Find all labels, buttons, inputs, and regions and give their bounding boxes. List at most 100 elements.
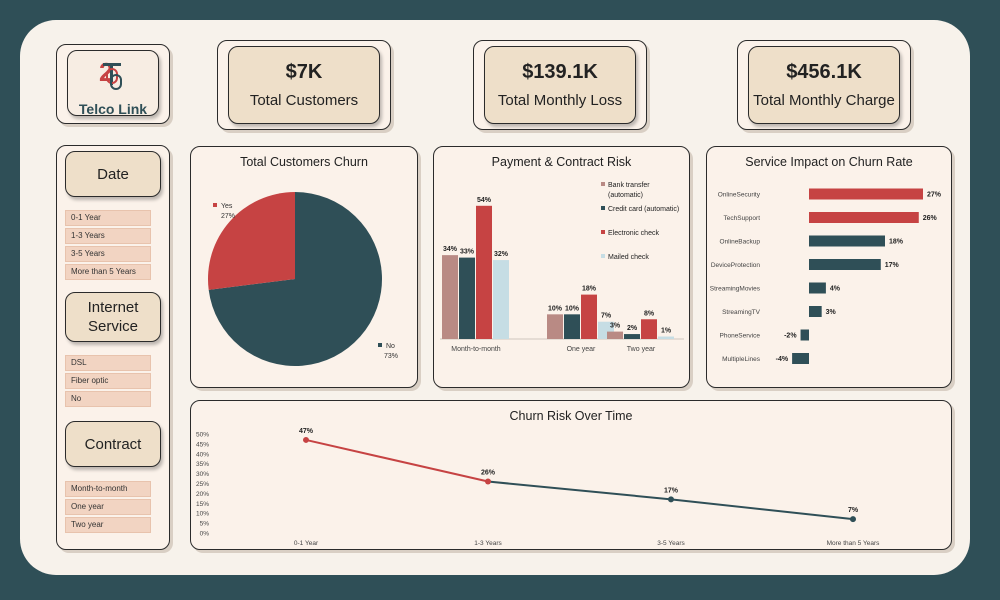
y-tick-label: 35% [196,461,209,468]
bar-data-label: 54% [477,197,492,204]
bar-2-1 [624,334,640,339]
date-option-3-5-years[interactable]: 3-5 Years [65,246,151,262]
y-tick-label: 5% [200,521,210,528]
line-segment-1 [487,480,672,501]
x-tick-label: More than 5 Years [827,540,881,547]
legend-swatch-1 [601,206,605,210]
hbar-data-label: -4% [776,356,789,363]
y-tick-label: 0% [200,531,210,538]
y-tick-label: PhoneService [720,333,761,340]
line-data-label: 47% [299,428,314,435]
kpi-label: Total Monthly Loss [497,92,623,109]
internet-option-no[interactable]: No [65,391,151,407]
hbar-0 [809,188,923,200]
line-data-label: 17% [664,487,679,494]
bar-data-label: 1% [661,328,672,335]
x-tick-label: 1-3 Years [474,540,502,547]
bar-data-label: 3% [610,323,621,330]
payment-contract-panel: Payment & Contract Risk 34% 33% 54% 32% Mont… [433,146,690,388]
bar-data-label: 32% [494,251,509,258]
line-point-2 [668,496,674,503]
bar-data-label: 18% [582,286,597,293]
bar-2-0 [607,331,623,339]
contract-option-two-year[interactable]: Two year [65,517,151,533]
x-tick-label: One year [567,346,596,353]
x-tick-label: 3-5 Years [657,540,685,547]
legend-label: Mailed check [608,254,649,261]
y-tick-label: StreamingTV [722,309,761,316]
hbar-7 [792,353,809,364]
y-tick-label: 10% [196,511,209,518]
pie-slice-no [208,192,382,366]
hbar-1 [809,212,919,223]
bar-0-0 [442,255,458,339]
kpi-value: $139.1K [522,61,598,83]
legend-label: Electronic check [608,230,659,237]
hbar-data-label: 18% [889,239,904,246]
x-tick-label: 0-1 Year [294,540,319,547]
date-filter-header: Date [65,151,161,197]
kpi-inner: $456.1K Total Monthly Charge [748,46,900,124]
line-segment-2 [670,498,854,521]
internet-service-title-line2: Service [87,318,139,335]
internet-option-dsl[interactable]: DSL [65,355,151,371]
bar-data-label: 34% [443,246,458,253]
legend-swatch-yes [213,203,217,207]
bar-1-0 [547,314,563,339]
line-point-1 [485,478,491,485]
kpi-card-monthly-charge: $456.1K Total Monthly Charge [737,40,911,130]
legend-swatch-0 [601,182,605,186]
hbar-data-label: -2% [784,333,797,340]
bar-data-label: 33% [460,249,475,256]
legend-label: Bank transfer [608,182,650,189]
y-tick-label: 40% [196,451,209,458]
kpi-label: Total Customers [249,92,359,109]
chart-title: Payment & Contract Risk [491,155,632,169]
y-tick-label: 20% [196,491,209,498]
bar-data-label: 7% [601,313,612,320]
chart-title: Churn Risk Over Time [509,409,633,423]
hbar-4 [809,282,826,294]
bar-0-1 [459,257,475,339]
hbar-data-label: 26% [923,215,938,222]
internet-option-fiber-optic[interactable]: Fiber optic [65,373,151,389]
churn-risk-over-time-panel: Churn Risk Over Time 0% 5% 10% 15% 20% 25% 30%… [190,400,952,550]
contract-option-month-to-month[interactable]: Month-to-month [65,481,151,497]
legend-label: Credit card (automatic) [608,206,679,213]
service-impact-panel: Service Impact on Churn Rate OnlineSecur… [706,146,952,388]
line-point-3 [850,516,856,523]
y-tick-label: StreamingMovies [710,286,761,293]
kpi-label: Total Monthly Charge [753,92,895,109]
chart-title: Service Impact on Churn Rate [745,155,913,169]
brand-name: Telco Link [78,101,148,117]
y-tick-label: 45% [196,441,209,448]
bar-0-3 [493,260,509,339]
hbar-5 [809,306,822,317]
contract-filter-header: Contract [65,421,161,467]
kpi-card-total-customers: $7K Total Customers [217,40,391,130]
hbar-3 [809,259,881,270]
y-tick-label: OnlineBackup [720,239,761,246]
churn-risk-line-chart: 0% 5% 10% 15% 20% 25% 30% 35% 40% 45% 50% 47% 0-1 Ye… [196,428,881,547]
line-data-label: 26% [481,470,496,477]
line-segment-0 [305,438,489,483]
legend-swatch-no [378,343,382,347]
contract-option-one-year[interactable]: One year [65,499,151,515]
service-impact-bar-chart: OnlineSecurity 27% TechSupport 26% OnlineBac… [710,188,942,364]
pie-slice-yes [208,192,295,290]
churn-pie-chart: Yes 27% No 73% [208,192,398,366]
legend-label-line2: (automatic) [608,192,643,199]
date-option-1-3-years[interactable]: 1-3 Years [65,228,151,244]
line-data-label: 7% [848,507,859,514]
hbar-data-label: 4% [830,286,841,293]
y-tick-label: MultipleLines [722,356,761,363]
bar-data-label: 8% [644,310,655,317]
payment-contract-bar-chart: 34% 33% 54% 32% Month-to-month 10% 10% 18% 7% One… [440,182,684,353]
y-tick-label: OnlineSecurity [718,192,761,199]
bar-1-2 [581,294,597,339]
x-tick-label: Month-to-month [451,346,501,353]
date-option-more-than-5-years[interactable]: More than 5 Years [65,264,151,280]
bar-data-label: 10% [565,305,580,312]
date-option-0-1-year[interactable]: 0-1 Year [65,210,151,226]
legend-swatch-3 [601,254,605,258]
